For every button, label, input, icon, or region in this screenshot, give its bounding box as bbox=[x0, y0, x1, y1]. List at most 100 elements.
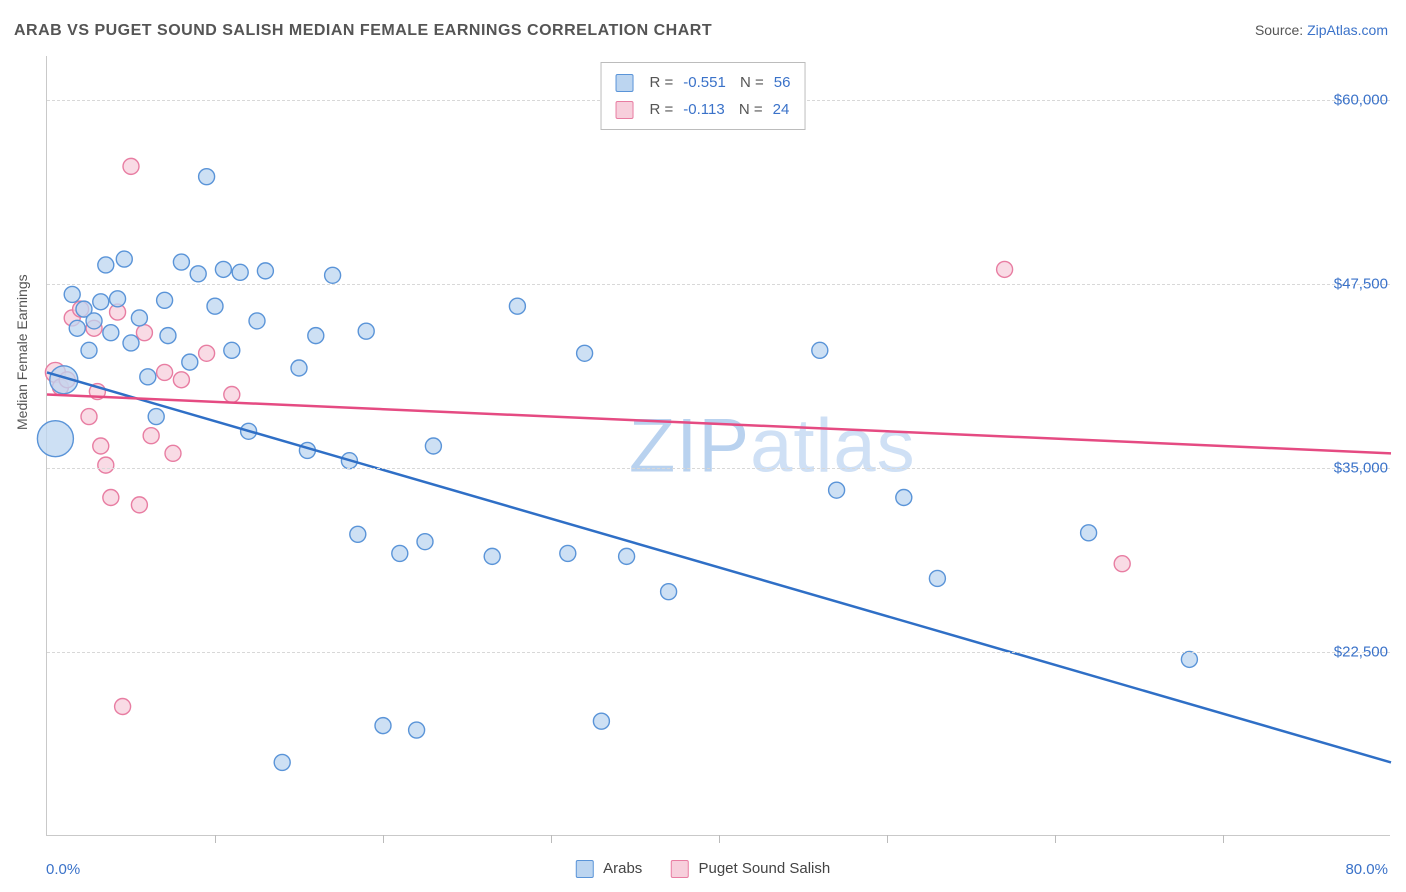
x-tick bbox=[887, 835, 888, 843]
data-point bbox=[358, 323, 374, 339]
data-point bbox=[308, 328, 324, 344]
data-point bbox=[1081, 525, 1097, 541]
data-point bbox=[143, 428, 159, 444]
data-point bbox=[929, 570, 945, 586]
data-point bbox=[98, 457, 114, 473]
source-label: Source: bbox=[1255, 22, 1303, 38]
data-point bbox=[140, 369, 156, 385]
x-tick bbox=[719, 835, 720, 843]
source-attribution: Source: ZipAtlas.com bbox=[1255, 22, 1388, 38]
swatch-icon bbox=[576, 860, 594, 878]
swatch-icon bbox=[670, 860, 688, 878]
data-point bbox=[115, 698, 131, 714]
data-point bbox=[484, 548, 500, 564]
data-point bbox=[199, 345, 215, 361]
y-tick-label: $35,000 bbox=[1334, 460, 1388, 477]
x-axis-min-label: 0.0% bbox=[46, 861, 80, 878]
data-point bbox=[997, 261, 1013, 277]
data-point bbox=[274, 754, 290, 770]
n-value: 56 bbox=[774, 69, 791, 96]
data-point bbox=[157, 292, 173, 308]
data-point bbox=[173, 254, 189, 270]
data-point bbox=[392, 545, 408, 561]
y-tick-label: $47,500 bbox=[1334, 276, 1388, 293]
data-point bbox=[93, 438, 109, 454]
data-point bbox=[93, 294, 109, 310]
x-tick bbox=[215, 835, 216, 843]
data-point bbox=[257, 263, 273, 279]
swatch-icon bbox=[616, 74, 634, 92]
x-tick bbox=[1055, 835, 1056, 843]
data-point bbox=[81, 342, 97, 358]
bottom-legend: Arabs Puget Sound Salish bbox=[576, 860, 830, 878]
data-point bbox=[81, 409, 97, 425]
r-value: -0.551 bbox=[683, 69, 726, 96]
data-point bbox=[103, 490, 119, 506]
r-value: -0.113 bbox=[683, 96, 724, 123]
chart-svg bbox=[47, 56, 1390, 835]
data-point bbox=[131, 310, 147, 326]
data-point bbox=[812, 342, 828, 358]
data-point bbox=[136, 325, 152, 341]
data-point bbox=[110, 291, 126, 307]
data-point bbox=[375, 718, 391, 734]
legend-item-salish: Puget Sound Salish bbox=[670, 860, 830, 878]
data-point bbox=[291, 360, 307, 376]
n-value: 24 bbox=[773, 96, 790, 123]
plot-area: ZIPatlas bbox=[46, 56, 1390, 836]
data-point bbox=[123, 158, 139, 174]
data-point bbox=[157, 364, 173, 380]
data-point bbox=[173, 372, 189, 388]
data-point bbox=[182, 354, 198, 370]
chart-container: ARAB VS PUGET SOUND SALISH MEDIAN FEMALE… bbox=[0, 0, 1406, 892]
chart-title: ARAB VS PUGET SOUND SALISH MEDIAN FEMALE… bbox=[14, 22, 712, 40]
swatch-icon bbox=[616, 101, 634, 119]
data-point bbox=[116, 251, 132, 267]
data-point bbox=[103, 325, 119, 341]
data-point bbox=[86, 313, 102, 329]
data-point bbox=[409, 722, 425, 738]
data-point bbox=[577, 345, 593, 361]
data-point bbox=[123, 335, 139, 351]
legend-row-arabs: R = -0.551 N = 56 bbox=[616, 69, 791, 96]
data-point bbox=[224, 386, 240, 402]
x-axis-max-label: 80.0% bbox=[1345, 861, 1388, 878]
data-point bbox=[619, 548, 635, 564]
legend-row-salish: R = -0.113 N = 24 bbox=[616, 96, 791, 123]
data-point bbox=[593, 713, 609, 729]
data-point bbox=[98, 257, 114, 273]
legend-item-arabs: Arabs bbox=[576, 860, 643, 878]
source-link[interactable]: ZipAtlas.com bbox=[1307, 22, 1388, 38]
x-tick bbox=[551, 835, 552, 843]
data-point bbox=[325, 267, 341, 283]
y-tick-label: $60,000 bbox=[1334, 92, 1388, 109]
data-point bbox=[165, 445, 181, 461]
correlation-legend: R = -0.551 N = 56 R = -0.113 N = 24 bbox=[601, 62, 806, 130]
y-tick-label: $22,500 bbox=[1334, 644, 1388, 661]
data-point bbox=[232, 264, 248, 280]
data-point bbox=[224, 342, 240, 358]
data-point bbox=[829, 482, 845, 498]
regression-line bbox=[47, 372, 1391, 762]
y-axis-label: Median Female Earnings bbox=[14, 274, 30, 430]
data-point bbox=[148, 409, 164, 425]
data-point bbox=[37, 421, 73, 457]
data-point bbox=[1114, 556, 1130, 572]
data-point bbox=[215, 261, 231, 277]
data-point bbox=[131, 497, 147, 513]
data-point bbox=[207, 298, 223, 314]
data-point bbox=[160, 328, 176, 344]
legend-label: Arabs bbox=[603, 860, 642, 877]
data-point bbox=[417, 534, 433, 550]
legend-label: Puget Sound Salish bbox=[698, 860, 830, 877]
data-point bbox=[190, 266, 206, 282]
data-point bbox=[661, 584, 677, 600]
data-point bbox=[560, 545, 576, 561]
data-point bbox=[249, 313, 265, 329]
data-point bbox=[350, 526, 366, 542]
data-point bbox=[199, 169, 215, 185]
data-point bbox=[425, 438, 441, 454]
gridline bbox=[47, 652, 1390, 653]
data-point bbox=[69, 320, 85, 336]
data-point bbox=[64, 286, 80, 302]
